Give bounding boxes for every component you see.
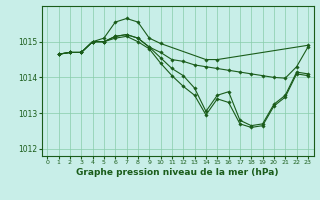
- X-axis label: Graphe pression niveau de la mer (hPa): Graphe pression niveau de la mer (hPa): [76, 168, 279, 177]
